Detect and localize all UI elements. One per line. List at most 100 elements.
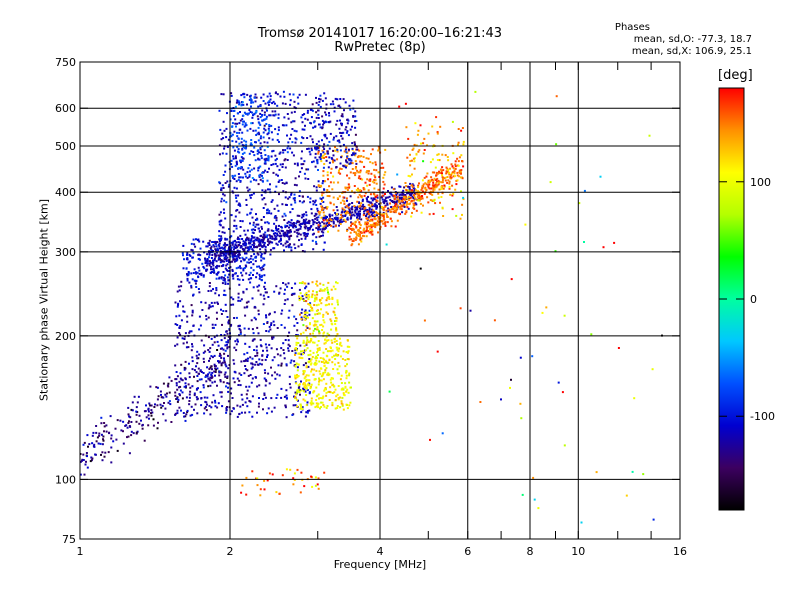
data-point: [152, 418, 155, 421]
data-point: [318, 332, 321, 335]
data-point: [260, 363, 263, 366]
data-point: [446, 167, 449, 170]
data-point: [459, 307, 462, 310]
data-point: [301, 195, 304, 198]
data-point: [595, 471, 598, 474]
data-point: [246, 369, 249, 372]
data-point: [247, 327, 250, 330]
data-point: [237, 173, 240, 175]
data-point: [252, 224, 255, 227]
data-point: [276, 373, 279, 376]
data-point: [451, 194, 454, 197]
data-point: [334, 149, 337, 152]
data-point: [296, 235, 299, 238]
data-point: [249, 271, 252, 274]
data-point: [310, 400, 313, 403]
data-point: [244, 242, 247, 245]
data-point: [208, 260, 211, 263]
data-point: [263, 274, 266, 277]
data-point: [252, 232, 255, 234]
data-point: [237, 299, 240, 302]
data-point: [300, 405, 303, 408]
data-point: [327, 166, 330, 169]
data-point: [178, 314, 181, 317]
data-point: [285, 124, 288, 127]
data-point: [368, 219, 371, 222]
data-point: [228, 328, 231, 330]
data-point: [328, 147, 331, 150]
data-point: [336, 354, 339, 357]
data-point: [298, 385, 301, 388]
data-point: [245, 143, 248, 146]
data-point: [127, 422, 130, 424]
data-point: [416, 133, 419, 136]
data-point: [289, 99, 292, 102]
data-point: [260, 256, 263, 259]
data-point: [308, 296, 311, 299]
data-point: [335, 339, 338, 342]
data-point: [407, 174, 410, 177]
data-point: [269, 235, 272, 238]
data-point: [179, 325, 182, 328]
data-point: [259, 105, 262, 107]
data-point: [239, 299, 242, 302]
data-point: [327, 372, 330, 375]
data-point: [196, 357, 199, 360]
data-point: [239, 204, 242, 207]
data-point: [256, 132, 259, 135]
data-point: [383, 202, 386, 205]
data-point: [344, 365, 347, 368]
data-point: [438, 188, 441, 191]
data-point: [213, 269, 215, 272]
data-point: [336, 216, 339, 219]
data-point: [322, 372, 325, 375]
data-point: [359, 204, 362, 207]
data-point: [340, 211, 343, 214]
data-point: [221, 152, 224, 155]
data-point: [296, 391, 299, 394]
data-point: [251, 116, 254, 119]
data-point: [192, 252, 195, 255]
data-point: [332, 222, 335, 225]
data-point: [422, 142, 425, 145]
data-point: [281, 124, 284, 127]
data-point: [314, 125, 317, 128]
data-point: [188, 331, 191, 334]
data-point: [264, 129, 267, 132]
data-point: [210, 268, 212, 271]
data-point: [242, 291, 245, 294]
data-point: [319, 94, 322, 97]
data-point: [349, 128, 352, 131]
data-point: [322, 351, 325, 354]
data-point: [267, 103, 270, 106]
data-point: [231, 243, 234, 246]
data-point: [330, 381, 333, 384]
data-point: [255, 477, 258, 480]
data-point: [323, 388, 326, 391]
data-point: [174, 394, 177, 397]
data-point: [309, 135, 312, 138]
data-point: [264, 236, 267, 239]
data-point: [293, 292, 296, 295]
data-point: [292, 404, 295, 407]
data-point: [271, 138, 274, 141]
data-point: [452, 167, 455, 169]
data-point: [227, 138, 230, 141]
data-point: [310, 108, 313, 111]
data-point: [358, 193, 361, 196]
data-point: [318, 123, 321, 126]
data-point: [84, 463, 87, 466]
data-point: [377, 216, 380, 218]
data-point: [347, 391, 350, 394]
data-point: [223, 278, 226, 280]
data-point: [287, 347, 290, 350]
data-point: [270, 131, 273, 134]
data-point: [255, 110, 258, 113]
data-point: [325, 394, 328, 397]
data-point: [214, 371, 217, 373]
data-point: [202, 386, 205, 389]
data-point: [375, 182, 378, 185]
data-point: [199, 391, 202, 394]
data-point: [130, 421, 133, 423]
data-point: [363, 194, 366, 197]
